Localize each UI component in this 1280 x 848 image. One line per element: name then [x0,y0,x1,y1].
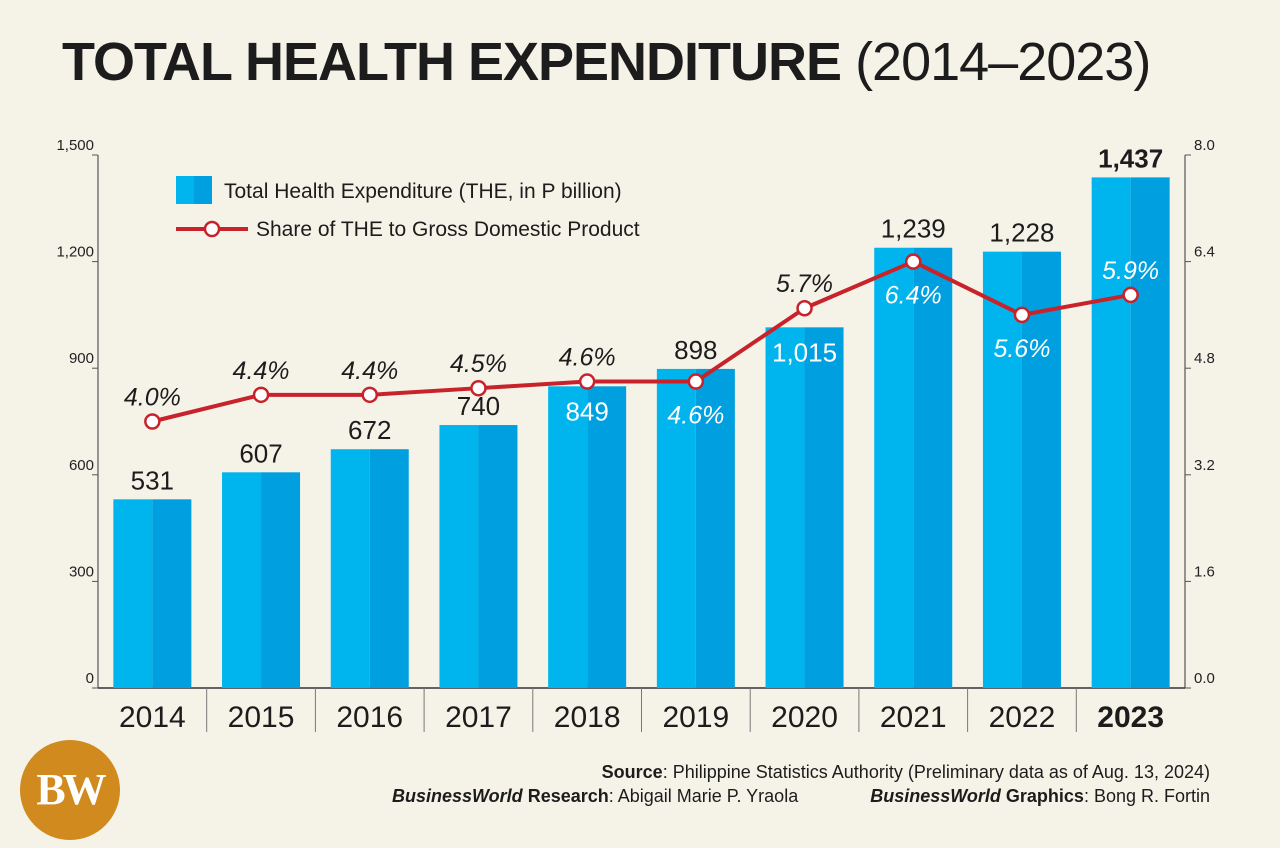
gdp-share-point [1013,306,1031,324]
gdp-share-label: 5.6% [993,335,1050,363]
gdp-share-point [578,373,596,390]
gdp-share-label: 5.7% [776,270,833,298]
chart-title: TOTAL HEALTH EXPENDITURE (2014–2023) [62,30,1151,94]
gdp-share-point [905,253,922,270]
y-right-tick-label: 8.0 [1194,137,1215,154]
gdp-share-label: 5.9% [1102,257,1159,285]
bar-2020 [765,327,805,688]
source-label: Source [601,762,663,782]
bar-2022 [982,251,1022,688]
credit-line: BusinessWorld Research: Abigail Marie P.… [392,784,1210,808]
bar-shade-2018 [587,386,627,688]
bar-value-label: 1,239 [881,214,946,244]
bar-value-label: 1,228 [989,218,1054,248]
bar-shade-2015 [261,472,301,688]
bar-shade-2016 [369,449,409,688]
x-tick-label: 2014 [119,701,186,734]
gdp-share-point [470,379,487,397]
y-left-tick-label: 900 [69,350,94,367]
bar-2019 [656,368,696,688]
y-right-tick-label: 3.2 [1194,457,1215,474]
bar-shade-2020 [804,327,844,688]
bar-value-label: 1,015 [772,337,837,367]
x-tick-label: 2021 [880,701,947,734]
x-tick-label: 2019 [662,701,729,734]
bar-2014 [113,499,153,688]
bar-2016 [330,449,370,688]
bar-2023 [1091,177,1131,689]
x-tick-label: 2022 [989,701,1056,734]
source-line: Source: Philippine Statistics Authority … [392,760,1210,784]
gdp-share-point [361,386,378,404]
y-right-tick-label: 0.0 [1194,670,1215,687]
y-left-tick-label: 300 [69,563,94,580]
y-left-tick-label: 0 [86,670,94,687]
y-left-tick-label: 1,200 [56,244,94,261]
gdp-share-label: 4.5% [450,350,507,378]
y-left-tick-label: 1,500 [56,137,94,154]
graphics-brand: BusinessWorld [870,786,1001,806]
bar-value-label: 898 [674,335,717,365]
bar-2017 [439,425,479,688]
source-text: : Philippine Statistics Authority (Preli… [662,762,1210,782]
legend-bar-label: Total Health Expenditure (THE, in P bill… [224,180,622,203]
credits: Source: Philippine Statistics Authority … [392,760,1210,808]
bar-value-label: 1,437 [1098,143,1163,173]
x-tick-label: 2018 [554,701,621,734]
gdp-share-point [144,413,161,430]
chart-area: 0 300 600 900 1,200 1,500 0.0 1.6 3.2 4.8 6.4 8.0 20… [56,137,1215,734]
y-right-tick-label: 6.4 [1194,244,1215,261]
gdp-share-point [252,386,270,404]
graphics-label: Graphics [1000,786,1084,806]
chart-title-main: TOTAL HEALTH EXPENDITURE [62,32,842,92]
gdp-share-label: 4.4% [341,357,398,385]
gdp-share-point [687,373,705,390]
gdp-share-point [1122,286,1139,304]
legend-line-marker [203,220,221,238]
bar-value-label: 849 [565,396,608,426]
y-right-tick-label: 4.8 [1194,350,1215,367]
y-left-tick-label: 600 [69,457,94,474]
bar-value-label: 672 [348,415,391,445]
bar-shade-2022 [1021,251,1061,688]
y-right-tick-label: 1.6 [1194,563,1215,580]
gdp-share-point [796,299,813,317]
bar-shade-2023 [1130,177,1170,689]
bar-value-label: 531 [131,465,174,495]
graphics-text: : Bong R. Fortin [1083,786,1210,806]
gdp-share-label: 4.6% [667,402,724,430]
gdp-share-label: 4.0% [124,384,181,412]
x-tick-label: 2020 [771,701,838,734]
bar-shade-2019 [695,368,735,688]
research-text: : Abigail Marie P. Yraola [608,786,799,806]
gdp-share-label: 4.6% [559,344,616,372]
x-tick-label: 2015 [228,701,295,734]
legend-line-label: Share of THE to Gross Domestic Product [256,218,640,241]
bar-shade-2014 [152,499,192,688]
legend-bar-swatch-shade [194,176,212,204]
gdp-share-line [151,259,1132,424]
chart-title-years: (2014–2023) [855,32,1151,92]
x-tick-label: 2016 [336,701,403,734]
bar-value-label: 607 [239,438,282,468]
bar-2018 [548,386,588,688]
x-tick-label: 2023 [1097,701,1164,734]
x-tick-label: 2017 [445,701,512,734]
bar-shade-2017 [478,425,518,688]
bar-2021 [874,247,914,688]
bar-2015 [222,472,262,688]
businessworld-logo: BW [20,740,120,840]
gdp-share-label: 6.4% [885,282,942,310]
research-brand: BusinessWorld [391,786,523,806]
gdp-share-label: 4.4% [233,357,290,385]
bar-shade-2021 [913,247,953,688]
research-label: Research [522,786,609,806]
